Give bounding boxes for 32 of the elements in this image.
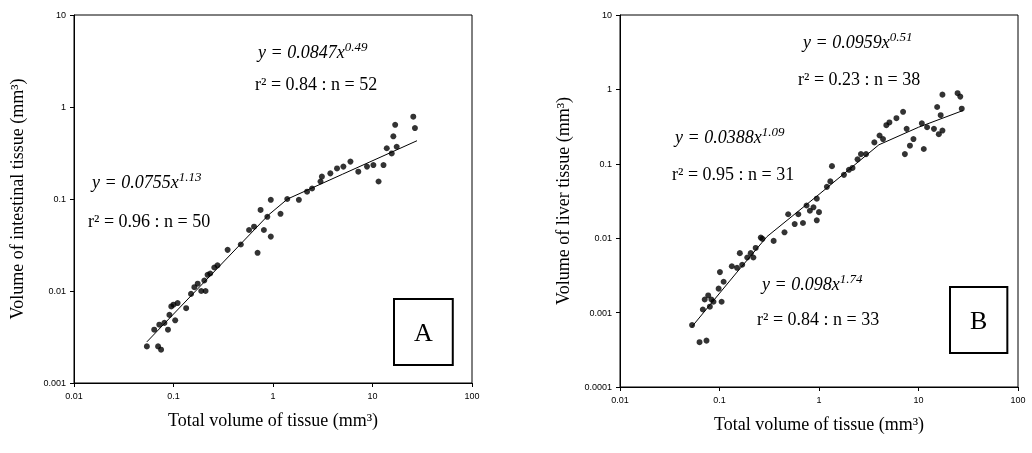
x-tick-label: 100	[464, 390, 480, 401]
annotation: r² = 0.95 : n = 31	[672, 164, 795, 184]
y-tick-label: 1	[606, 84, 612, 95]
y-tick-label: 0.1	[599, 158, 612, 169]
y-tick-label: 0.0001	[584, 382, 612, 392]
x-tick-label: 0.01	[65, 390, 83, 401]
annotation: B	[970, 305, 988, 335]
x-tick-label: 0.1	[713, 394, 726, 405]
x-tick-label: 1	[816, 394, 822, 405]
annotation: r² = 0.96 : n = 50	[88, 211, 211, 231]
y-tick-label: 0.01	[594, 233, 612, 244]
x-axis-title: Total volume of tissue (mm³)	[167, 410, 379, 431]
x-tick-label: 0.01	[611, 394, 629, 405]
annotation: A	[414, 317, 433, 347]
x-tick-label: 10	[913, 394, 924, 405]
x-tick-label: 10	[367, 390, 378, 401]
x-tick-label: 1	[270, 390, 276, 401]
y-axis-title: Volume of intestinal tissue (mm³)	[7, 78, 28, 320]
annotation: r² = 0.23 : n = 38	[798, 69, 921, 89]
y-tick-label: 0.1	[53, 194, 66, 204]
x-tick-label: 0.1	[167, 390, 180, 401]
y-tick-label: 10	[601, 10, 612, 20]
y-tick-label: 1	[60, 102, 66, 112]
y-tick-label: 10	[55, 10, 66, 20]
annotation: r² = 0.84 : n = 52	[255, 74, 378, 94]
y-tick-label: 0.01	[48, 286, 66, 296]
y-tick-label: 0.001	[589, 307, 612, 318]
y-tick-label: 0.001	[43, 378, 66, 388]
x-axis-title: Total volume of tissue (mm³)	[713, 414, 925, 435]
annotation: r² = 0.84 : n = 33	[757, 309, 880, 329]
y-axis-title: Volume of liver tissue (mm³)	[553, 96, 574, 306]
x-tick-label: 100	[1010, 394, 1026, 405]
